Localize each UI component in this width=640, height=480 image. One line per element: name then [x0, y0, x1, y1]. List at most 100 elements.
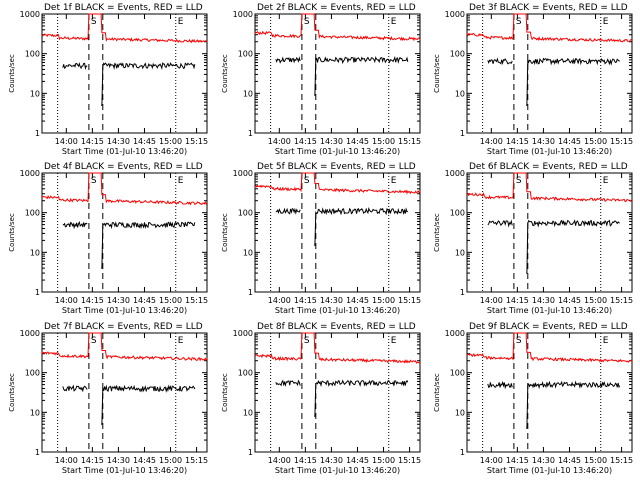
plot-frame	[466, 332, 633, 453]
x-tick-label: 15:15	[398, 296, 421, 305]
x-tick-label: 14:30	[107, 137, 130, 146]
marker-label: S	[91, 17, 97, 27]
y-tick-label: 10	[30, 248, 40, 257]
y-tick-label: 10	[243, 89, 253, 98]
panel-2: Det 2f BLACK = Events, RED = LLD 1 10 100 10…	[221, 3, 421, 156]
x-tick-label: 14:30	[532, 296, 555, 305]
y-tick-label: 1	[248, 129, 253, 138]
series-events-line	[487, 380, 621, 429]
marker-label: E	[603, 176, 609, 186]
x-tick-label: 14:30	[532, 137, 555, 146]
x-tick-label: 14:45	[346, 296, 369, 305]
panel-title: Det 2f BLACK = Events, RED = LLD	[257, 3, 416, 13]
x-tick-label: 15:00	[584, 137, 607, 146]
series-lld-line	[41, 13, 208, 43]
x-tick-label: 14:00	[480, 296, 503, 305]
x-tick-label: 14:00	[480, 137, 503, 146]
x-tick-label: 14:00	[268, 456, 291, 465]
marker-label: S	[304, 17, 310, 27]
x-tick-label: 14:30	[532, 456, 555, 465]
x-tick-label: 14:45	[346, 456, 369, 465]
y-tick-label: 100	[238, 369, 253, 378]
marker-label: E	[391, 336, 397, 346]
series-events-line	[275, 56, 409, 96]
x-axis-label: Start Time (01-Jul-10 13:46:20)	[62, 466, 187, 475]
series-lld-line	[41, 332, 208, 362]
y-tick-label: 10	[455, 408, 465, 417]
series-events-line	[275, 206, 409, 246]
y-tick-label: 1	[460, 448, 465, 457]
y-axis-label: Counts/sec	[433, 213, 441, 252]
x-axis-label: Start Time (01-Jul-10 13:46:20)	[275, 147, 400, 156]
y-axis-label: Counts/sec	[433, 373, 441, 412]
x-tick-label: 14:15	[81, 137, 104, 146]
panel-title: Det 1f BLACK = Events, RED = LLD	[44, 3, 203, 13]
x-tick-label: 14:00	[55, 296, 78, 305]
y-tick-label: 10	[455, 89, 465, 98]
series-lld-line	[254, 172, 421, 195]
y-axis-label: Counts/sec	[221, 373, 229, 412]
x-tick-label: 14:15	[294, 456, 317, 465]
x-tick-label: 14:00	[480, 456, 503, 465]
x-tick-label: 14:30	[107, 296, 130, 305]
x-tick-label: 14:30	[107, 456, 130, 465]
x-tick-label: 15:00	[372, 296, 395, 305]
y-tick-label: 1	[248, 288, 253, 297]
panel-3: Det 3f BLACK = Events, RED = LLD 1 10 100 10…	[433, 3, 633, 156]
y-tick-label: 100	[450, 209, 465, 218]
x-tick-label: 14:45	[133, 296, 156, 305]
x-tick-label: 14:15	[294, 137, 317, 146]
y-tick-label: 1	[460, 129, 465, 138]
panel-4: Det 4f BLACK = Events, RED = LLD 1 10 100 10…	[8, 162, 208, 315]
x-tick-label: 15:15	[610, 296, 633, 305]
series-lld-line	[254, 13, 421, 42]
x-tick-label: 14:45	[558, 456, 581, 465]
x-axis-label: Start Time (01-Jul-10 13:46:20)	[62, 306, 187, 315]
y-tick-label: 1	[35, 448, 40, 457]
marker-label: E	[391, 176, 397, 186]
x-axis-label: Start Time (01-Jul-10 13:46:20)	[487, 306, 612, 315]
x-tick-label: 15:15	[185, 296, 208, 305]
x-tick-label: 14:15	[81, 456, 104, 465]
x-tick-label: 15:00	[584, 456, 607, 465]
panel-6: Det 6f BLACK = Events, RED = LLD 1 10 100 10…	[433, 162, 633, 315]
x-tick-label: 14:45	[133, 137, 156, 146]
plot-frame	[254, 13, 421, 134]
y-tick-label: 1000	[445, 329, 465, 338]
y-tick-label: 100	[450, 50, 465, 59]
y-tick-label: 100	[238, 50, 253, 59]
series-events-line	[275, 379, 409, 417]
y-tick-label: 1	[460, 288, 465, 297]
x-tick-label: 15:00	[159, 456, 182, 465]
marker-label: E	[178, 17, 184, 27]
y-tick-label: 1	[35, 288, 40, 297]
marker-label: E	[178, 176, 184, 186]
panel-title: Det 5f BLACK = Events, RED = LLD	[257, 162, 416, 172]
y-tick-label: 1000	[20, 10, 40, 19]
plot-frame	[41, 332, 208, 453]
marker-label: S	[516, 17, 522, 27]
x-axis-label: Start Time (01-Jul-10 13:46:20)	[275, 306, 400, 315]
panel-title: Det 7f BLACK = Events, RED = LLD	[44, 322, 203, 332]
y-tick-label: 100	[238, 209, 253, 218]
marker-label: E	[178, 336, 184, 346]
y-tick-label: 100	[450, 369, 465, 378]
y-tick-label: 1000	[233, 10, 253, 19]
y-tick-label: 10	[243, 248, 253, 257]
y-tick-label: 10	[30, 89, 40, 98]
y-tick-label: 10	[30, 408, 40, 417]
y-tick-label: 1000	[233, 329, 253, 338]
x-tick-label: 14:45	[558, 137, 581, 146]
x-tick-label: 14:00	[55, 456, 78, 465]
x-tick-label: 15:00	[159, 137, 182, 146]
plot-frame	[254, 172, 421, 293]
marker-label: S	[91, 336, 97, 346]
x-tick-label: 14:00	[55, 137, 78, 146]
y-tick-label: 1	[35, 129, 40, 138]
x-tick-label: 15:15	[398, 456, 421, 465]
marker-label: S	[91, 176, 97, 186]
y-tick-label: 100	[25, 369, 40, 378]
marker-label: E	[603, 336, 609, 346]
series-events-line	[487, 57, 620, 106]
